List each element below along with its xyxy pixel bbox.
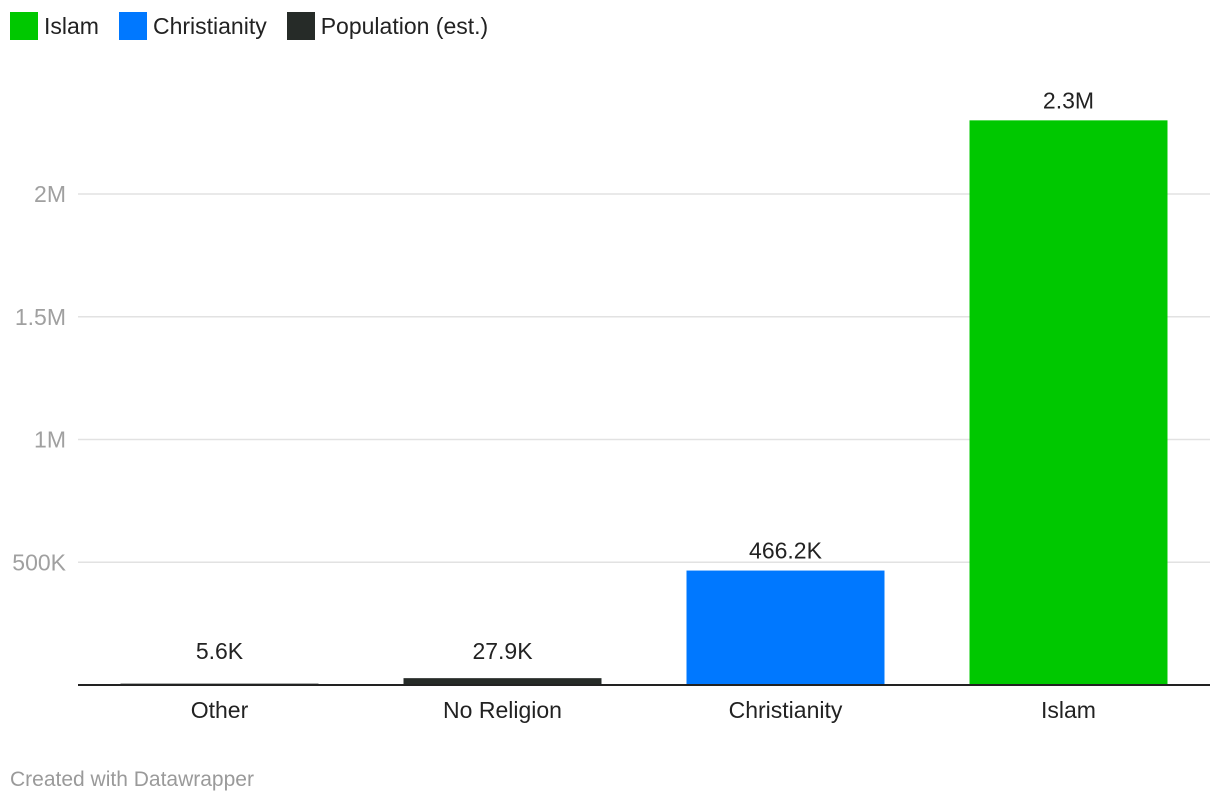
y-tick-label: 1.5M [15,304,66,330]
legend-item: Islam [10,12,99,40]
legend-swatch [118,12,147,40]
legend-item: Population (est.) [286,12,489,40]
y-tick-label: 1M [34,427,66,453]
x-tick-label: Other [191,697,249,723]
legend-label: Christianity [152,12,267,39]
legend-swatch [286,12,315,40]
bar-chart: 500K 1M 1.5M 2M 5.6K Other 27.9K No Religion 466… [12,87,1210,723]
bar [686,570,885,685]
y-tick-label: 2M [34,181,66,207]
legend-item: Christianity [118,12,267,40]
bar [403,678,602,685]
bar [969,120,1168,686]
data-label: 466.2K [749,538,823,564]
y-tick-label: 500K [12,549,66,575]
legend-swatch [10,12,38,40]
legend-label: Islam [44,12,99,39]
data-label: 2.3M [1043,87,1094,113]
x-tick-label: Christianity [729,697,843,723]
x-tick-label: Islam [1041,697,1096,723]
data-label: 27.9K [472,638,533,664]
legend: Islam Christianity Population (est.) [10,12,508,40]
footer-credit[interactable]: Created with Datawrapper [10,768,254,791]
legend-label: Population (est.) [320,12,489,39]
data-label: 5.6K [196,638,244,664]
x-tick-label: No Religion [443,697,562,723]
